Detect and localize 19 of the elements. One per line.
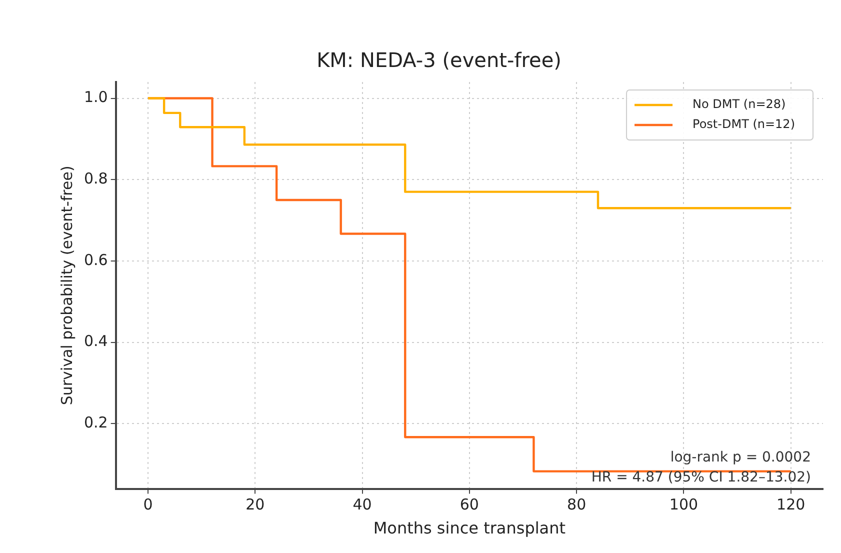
- annotation: HR = 4.87 (95% CI 1.82–13.02): [591, 469, 811, 486]
- y-tick-label: 0.4: [84, 332, 108, 350]
- annotation: log-rank p = 0.0002: [670, 449, 811, 466]
- y-tick-label: 0.8: [84, 170, 108, 188]
- x-tick-label: 100: [669, 496, 698, 514]
- legend-label: Post-DMT (n=12): [692, 117, 795, 132]
- x-tick-label: 20: [246, 496, 265, 514]
- x-axis-title: Months since transplant: [373, 518, 566, 538]
- x-tick-label: 40: [352, 496, 372, 514]
- y-tick-label: 0.6: [84, 250, 108, 269]
- x-tick-label: 120: [776, 496, 806, 514]
- x-tick-label: 80: [567, 496, 586, 514]
- legend-label: No DMT (n=28): [692, 97, 786, 112]
- chart-title: KM: NEDA-3 (event-free): [316, 48, 562, 72]
- y-tick-label: 0.2: [84, 414, 108, 432]
- y-axis-title: Survival probability (event-free): [58, 166, 76, 406]
- y-tick-label: 1.0: [84, 88, 108, 106]
- x-tick-label: 60: [460, 496, 479, 514]
- x-tick-label: 0: [143, 496, 153, 514]
